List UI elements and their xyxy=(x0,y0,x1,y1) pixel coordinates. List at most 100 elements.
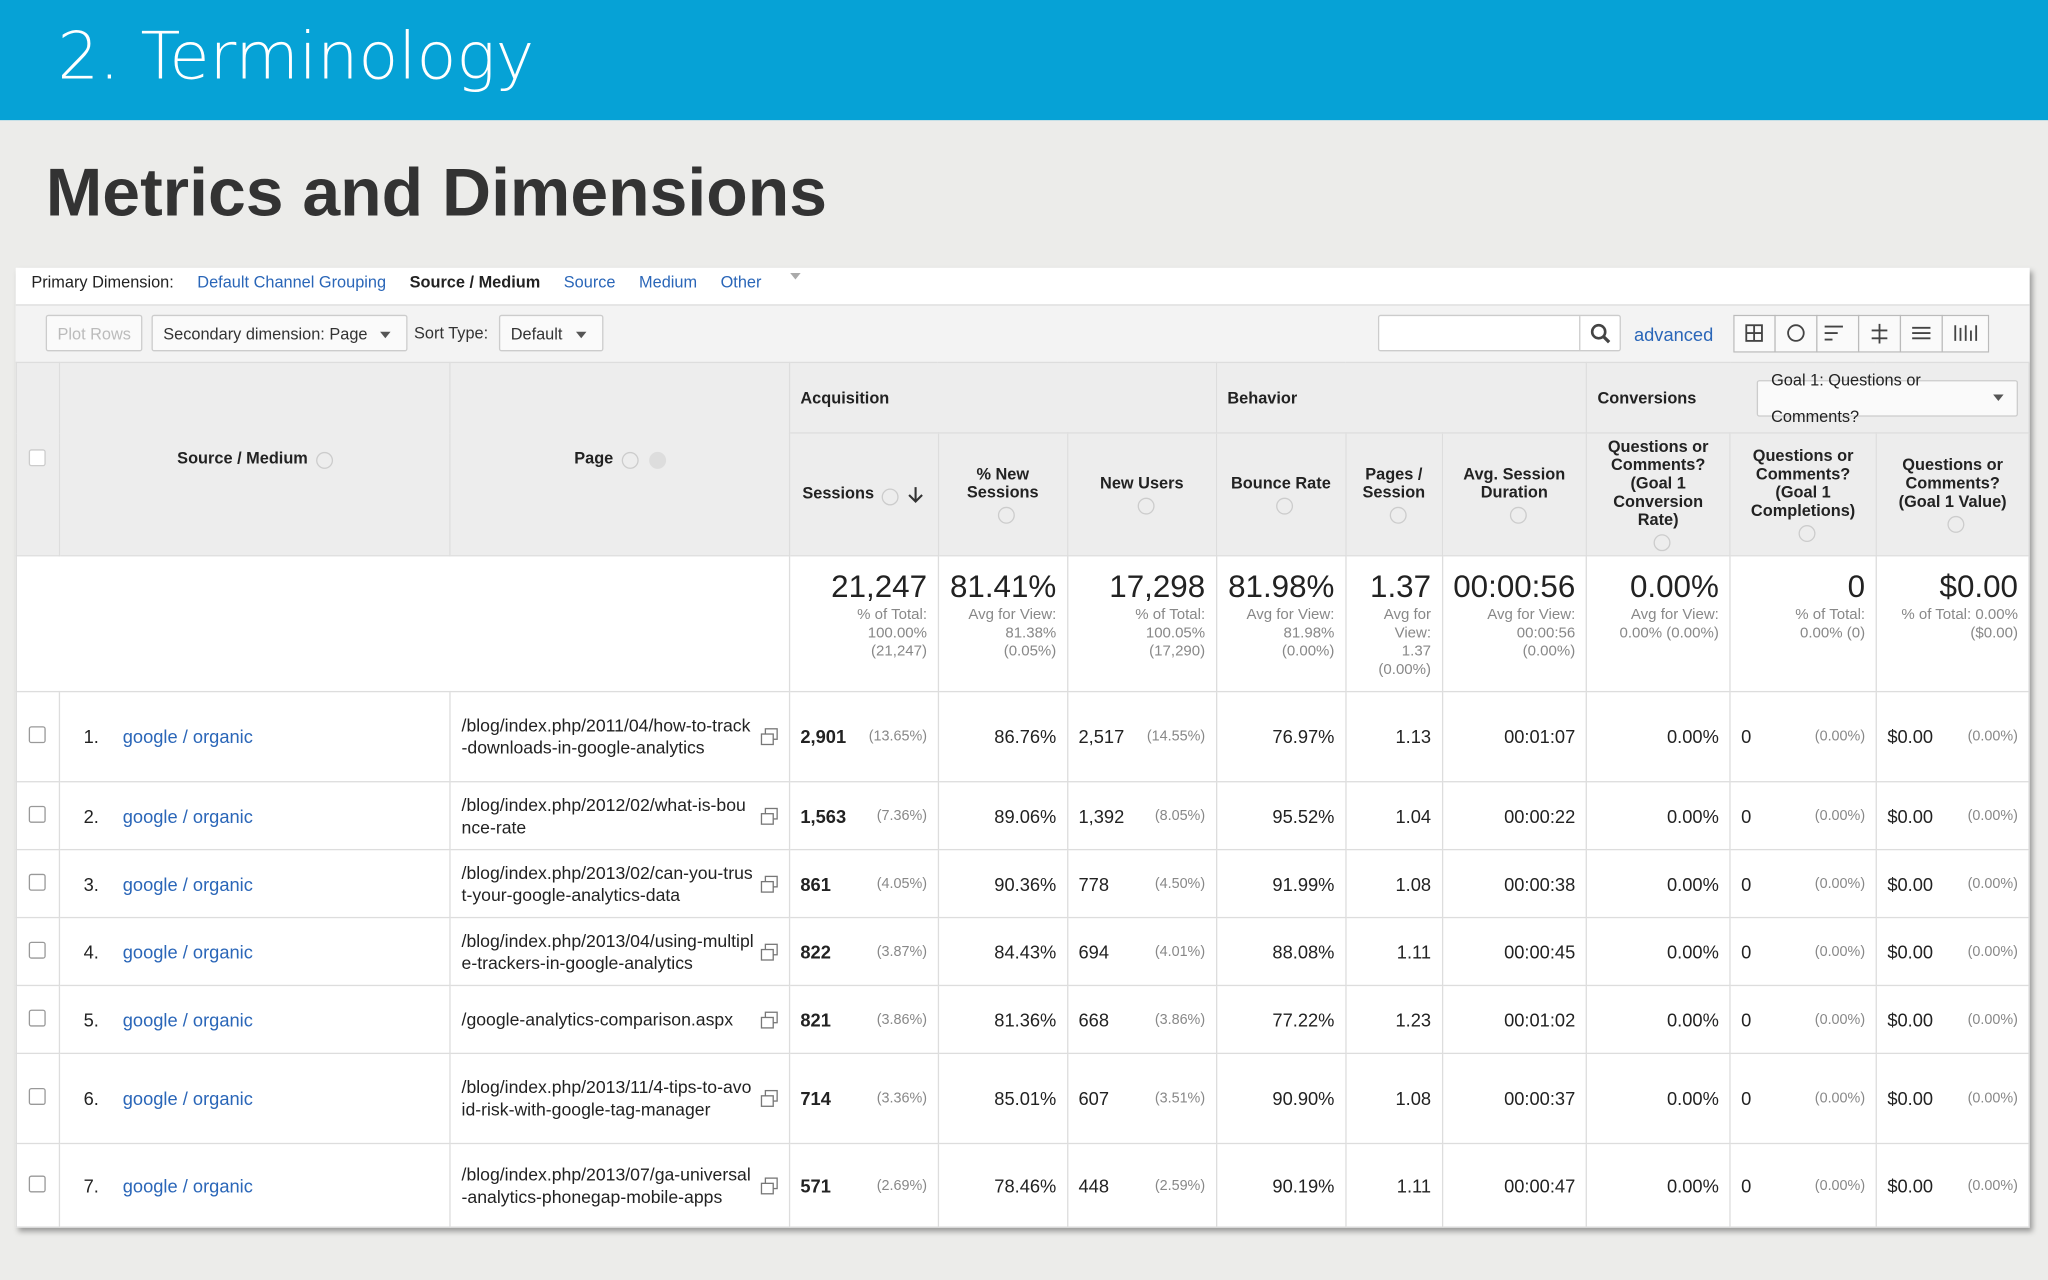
source-cell: 3. google / organic xyxy=(58,848,452,919)
goal-select[interactable]: Goal 1: Questions or Comments? xyxy=(1756,370,2018,425)
metric-value: 89.06% xyxy=(994,805,1057,827)
metric-share: (4.01%) xyxy=(1154,943,1206,960)
metric-value: 1.23 xyxy=(1395,1008,1432,1030)
advanced-link[interactable]: advanced xyxy=(1633,323,1714,345)
metric-share: (0.00%) xyxy=(1814,1177,1866,1194)
column-header: Questions or Comments? (Goal 1 Conversio… xyxy=(1585,432,1731,557)
total-value: 1.37 xyxy=(1370,569,1432,605)
metric-wrap: 571 (2.69%) xyxy=(800,1175,927,1196)
metric-wrap: 821 (3.86%) xyxy=(800,1009,927,1030)
dimension-option[interactable]: Other xyxy=(720,272,762,292)
metric-value: 00:00:38 xyxy=(1504,873,1576,895)
total-cell: 81.41% Avg for View: 81.38% (0.05%) xyxy=(937,555,1069,693)
metric-value: 91.99% xyxy=(1272,873,1335,895)
group-header: Behavior xyxy=(1215,361,1588,434)
open-link-icon[interactable] xyxy=(760,807,778,825)
metric-value: 0 xyxy=(1741,1008,1752,1030)
page-path: /blog/index.php/2011/04/how-to-track-dow… xyxy=(461,715,751,758)
metric-wrap: 694 (4.01%) xyxy=(1079,941,1206,962)
metric-cell: 0 (0.00%) xyxy=(1729,848,1877,919)
metric-value: 90.36% xyxy=(994,873,1057,895)
metric-wrap: $0.00 (0.00%) xyxy=(1887,805,2018,826)
checkbox[interactable] xyxy=(29,1174,47,1192)
source-cell: 1. google / organic xyxy=(58,690,452,783)
open-link-icon[interactable] xyxy=(760,874,778,893)
open-link-icon[interactable] xyxy=(760,1089,778,1107)
open-link-icon[interactable] xyxy=(760,728,778,746)
data-row: 4. google / organic/blog/index.php/2013/0… xyxy=(15,916,2030,987)
metric-value: 0.00% xyxy=(1667,805,1719,827)
metric-wrap: $0.00 (0.00%) xyxy=(1887,726,2018,747)
metric-value: 571 xyxy=(800,1174,831,1196)
metric-cell: 0 (0.00%) xyxy=(1729,781,1877,851)
source-link[interactable]: google / organic xyxy=(122,805,253,827)
source-link[interactable]: google / organic xyxy=(122,941,253,962)
metric-value: 2,517 xyxy=(1078,726,1125,748)
secondary-text: Secondary dimension: Page xyxy=(163,325,368,344)
metric-cell: 607 (3.51%) xyxy=(1066,1052,1217,1145)
plot-rows[interactable]: Plot Rows xyxy=(45,314,143,352)
row-select xyxy=(15,1052,61,1145)
checkbox[interactable] xyxy=(29,1008,47,1026)
metric-wrap: 861 (4.05%) xyxy=(800,873,927,894)
page-cell: /blog/index.php/2011/04/how-to-track-dow… xyxy=(449,690,790,783)
source-link[interactable]: google / organic xyxy=(122,1087,253,1109)
sort-type[interactable]: Default xyxy=(498,314,604,352)
column-name: Questions or Comments? (Goal 1 Value) xyxy=(1898,455,2007,511)
open-link-icon[interactable] xyxy=(760,1010,778,1028)
column-header: Pages / Session xyxy=(1344,432,1443,557)
help-icon xyxy=(1509,506,1527,524)
source-link[interactable]: google / organic xyxy=(122,873,253,895)
sort-arrow[interactable] xyxy=(907,485,925,503)
column-name: Page xyxy=(574,449,614,469)
metric-value: 668 xyxy=(1078,1008,1110,1030)
dimension-option[interactable]: Medium xyxy=(639,272,698,292)
open-link-icon[interactable] xyxy=(760,1176,778,1194)
table-head: Source / Medium Page Acquisition Behavior Co… xyxy=(15,361,2030,557)
search-icon xyxy=(1579,316,1611,351)
metric-cell: 90.19% xyxy=(1215,1142,1347,1228)
row-number: 6. xyxy=(83,1087,99,1109)
metric-cell: 1,563 (7.36%) xyxy=(788,781,939,851)
source-link[interactable]: google / organic xyxy=(122,1008,253,1030)
dimension-option[interactable]: Default Channel Grouping xyxy=(197,272,387,292)
metric-cell: 0.00% xyxy=(1585,690,1731,783)
source-cell: 2. google / organic xyxy=(58,781,452,851)
metric-value: 95.52% xyxy=(1272,805,1335,827)
page-cell: /blog/index.php/2013/02/can-you-trust-yo… xyxy=(449,848,790,919)
metric-share: (3.86%) xyxy=(1154,1011,1206,1028)
checkbox[interactable] xyxy=(29,873,47,891)
checkbox[interactable] xyxy=(29,448,47,466)
checkbox[interactable] xyxy=(29,1087,47,1105)
metric-wrap: 2,901 (13.65%) xyxy=(800,726,927,747)
dimension-option[interactable]: Source xyxy=(563,272,616,292)
open-link-icon[interactable] xyxy=(760,942,778,960)
view-icons[interactable] xyxy=(1733,314,1990,353)
metric-share: (3.51%) xyxy=(1154,1090,1206,1107)
search-box[interactable] xyxy=(1377,314,1621,352)
metric-share: (4.50%) xyxy=(1154,875,1206,892)
metric-value: 714 xyxy=(800,1087,831,1109)
dimension-option[interactable]: Source / Medium xyxy=(409,272,541,292)
page-path: /blog/index.php/2012/02/what-is-bounce-r… xyxy=(461,794,746,837)
metric-share: (3.86%) xyxy=(876,1011,928,1028)
checkbox[interactable] xyxy=(29,941,47,959)
page-path: /blog/index.php/2013/07/ga-universal-ana… xyxy=(461,1164,751,1207)
secondary-dimension[interactable]: Secondary dimension: Page xyxy=(151,314,408,352)
checkbox[interactable] xyxy=(29,726,47,744)
column-name: Sessions xyxy=(802,484,875,503)
metric-wrap: $0.00 (0.00%) xyxy=(1887,1175,2018,1196)
metric-value: 00:00:22 xyxy=(1504,805,1576,827)
checkbox[interactable] xyxy=(29,805,47,823)
total-note: % of Total: 100.00% (21,247) xyxy=(857,607,928,660)
metric-value: 0.00% xyxy=(1667,726,1719,748)
metric-value: $0.00 xyxy=(1887,726,1934,748)
metric-cell: 95.52% xyxy=(1215,781,1347,851)
metric-value: 90.90% xyxy=(1272,1087,1335,1109)
total-note: % of Total: 0.00% (0) xyxy=(1795,607,1866,642)
metric-cell: 00:00:37 xyxy=(1441,1052,1588,1145)
screenshot: Primary Dimension: Default Channel Groupi… xyxy=(15,267,2030,1228)
source-link[interactable]: google / organic xyxy=(122,726,253,748)
source-link[interactable]: google / organic xyxy=(122,1174,253,1196)
metric-value: 607 xyxy=(1078,1087,1110,1109)
